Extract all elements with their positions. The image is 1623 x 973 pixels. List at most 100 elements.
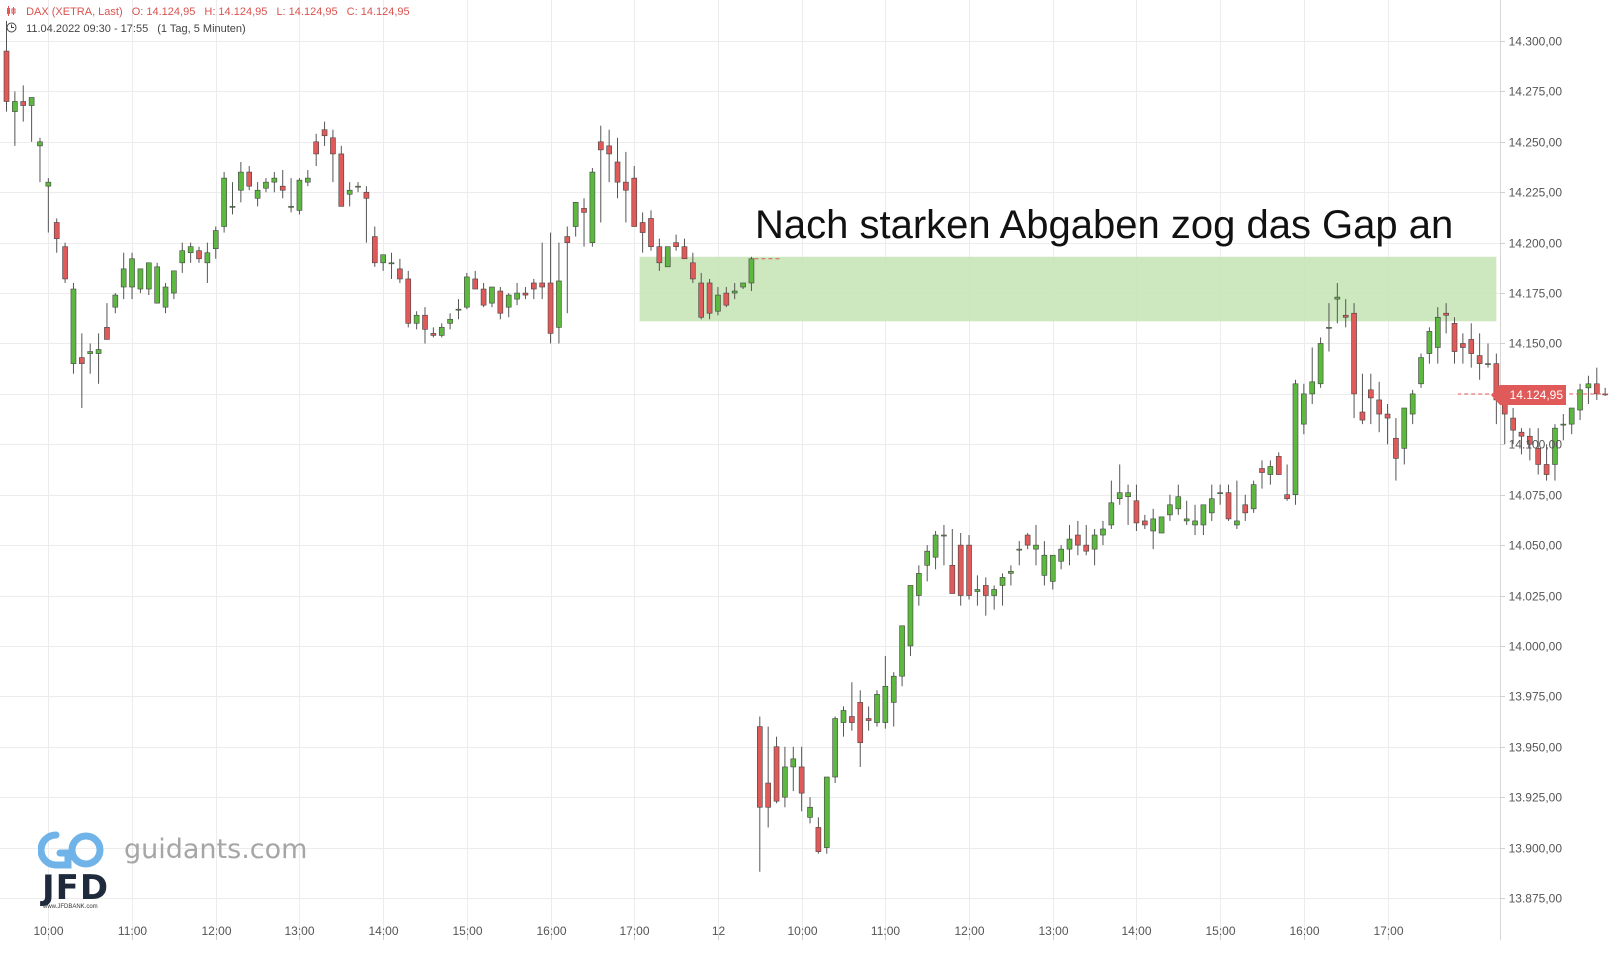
x-tick-label: 12:00 <box>954 924 984 938</box>
candle <box>589 168 596 247</box>
candle <box>1041 541 1048 586</box>
candle <box>514 282 520 306</box>
candle <box>1602 387 1608 396</box>
candle-body <box>572 202 579 227</box>
candle <box>330 129 336 183</box>
candle-body <box>857 702 864 744</box>
candle-body <box>137 268 144 290</box>
candle-body <box>531 282 537 290</box>
candle-body <box>932 534 939 558</box>
candle-body <box>949 564 956 594</box>
candle <box>899 625 905 687</box>
candle <box>748 256 755 292</box>
candle <box>95 333 102 384</box>
y-tick-label: 14.050,00 <box>1509 539 1563 553</box>
candle-body <box>1301 393 1307 425</box>
y-tick-label: 14.175,00 <box>1509 287 1563 301</box>
candle <box>999 573 1006 606</box>
candle-body <box>1116 492 1123 500</box>
candle-body <box>1368 389 1374 399</box>
candle <box>112 293 119 314</box>
candle <box>1016 541 1023 566</box>
candle-body <box>773 746 780 802</box>
candle-body <box>271 177 278 183</box>
candle-body <box>1200 504 1207 526</box>
candle <box>564 226 571 314</box>
candle <box>890 672 897 727</box>
candle-body <box>1434 316 1441 348</box>
candlestick-series <box>3 20 1608 872</box>
candle-body <box>489 286 495 304</box>
candle <box>1158 516 1165 534</box>
candle-body <box>807 806 813 818</box>
candle-body <box>681 246 688 260</box>
candle <box>37 137 43 183</box>
candle <box>916 565 922 606</box>
y-tick-label: 14.225,00 <box>1509 186 1563 200</box>
candle-body <box>1451 323 1458 352</box>
candle <box>531 278 537 300</box>
candle-body <box>1426 331 1433 354</box>
candle <box>1058 545 1064 570</box>
x-tick-label: 13:00 <box>284 924 314 938</box>
candle <box>1167 494 1173 521</box>
candle-body <box>1041 554 1048 576</box>
candle-body <box>296 179 303 211</box>
candle <box>229 182 236 215</box>
candle <box>1234 480 1240 529</box>
candle-body <box>1568 407 1575 425</box>
candle <box>505 293 512 318</box>
candle <box>1568 407 1575 435</box>
candle <box>489 286 495 308</box>
candle-body <box>405 278 412 324</box>
candle-body <box>20 101 27 106</box>
candle <box>447 313 453 330</box>
candle-body <box>321 129 328 137</box>
candle-body <box>1552 427 1558 465</box>
candle-body <box>179 250 186 264</box>
candle-body <box>581 208 587 213</box>
candle <box>3 20 10 112</box>
candle <box>1342 299 1349 328</box>
candle-body <box>631 177 638 227</box>
candle-body <box>597 141 604 151</box>
candle <box>807 797 813 824</box>
candle <box>346 182 353 207</box>
candle-body <box>79 357 85 364</box>
candle <box>1083 524 1090 556</box>
candle <box>1376 381 1382 433</box>
low-value: L: 14.124,95 <box>276 6 338 19</box>
candle-body <box>338 153 345 207</box>
candle-body <box>1049 554 1056 582</box>
candle-body <box>966 544 972 596</box>
candle-body <box>1418 357 1424 385</box>
candle-body <box>782 766 788 798</box>
candle-body <box>438 327 445 336</box>
candle <box>187 242 194 263</box>
candle-body <box>790 758 797 768</box>
candle <box>480 282 487 308</box>
candle-body <box>648 218 654 247</box>
candle <box>12 91 18 146</box>
candle-body <box>740 282 746 288</box>
candle <box>279 170 286 199</box>
candle <box>271 172 278 193</box>
candle-body <box>455 308 462 311</box>
candle-body <box>589 171 596 243</box>
x-tick-label: 16:00 <box>536 924 566 938</box>
candle <box>1460 333 1466 364</box>
candle-body <box>37 141 43 147</box>
candle-body <box>1376 399 1382 415</box>
candle-body <box>1443 312 1449 316</box>
candle-body <box>238 171 244 191</box>
price-axis: 14.300,00 14.275,00 14.250,00 14.225,00 14.2… <box>1500 35 1562 906</box>
candle-body <box>916 573 922 596</box>
candle-body <box>505 294 512 308</box>
y-tick-label: 14.200,00 <box>1509 237 1563 251</box>
candle <box>1518 428 1525 455</box>
candle-body <box>1476 355 1483 364</box>
candle <box>246 166 253 191</box>
candle-body <box>1393 437 1399 459</box>
candle-body <box>639 222 646 233</box>
